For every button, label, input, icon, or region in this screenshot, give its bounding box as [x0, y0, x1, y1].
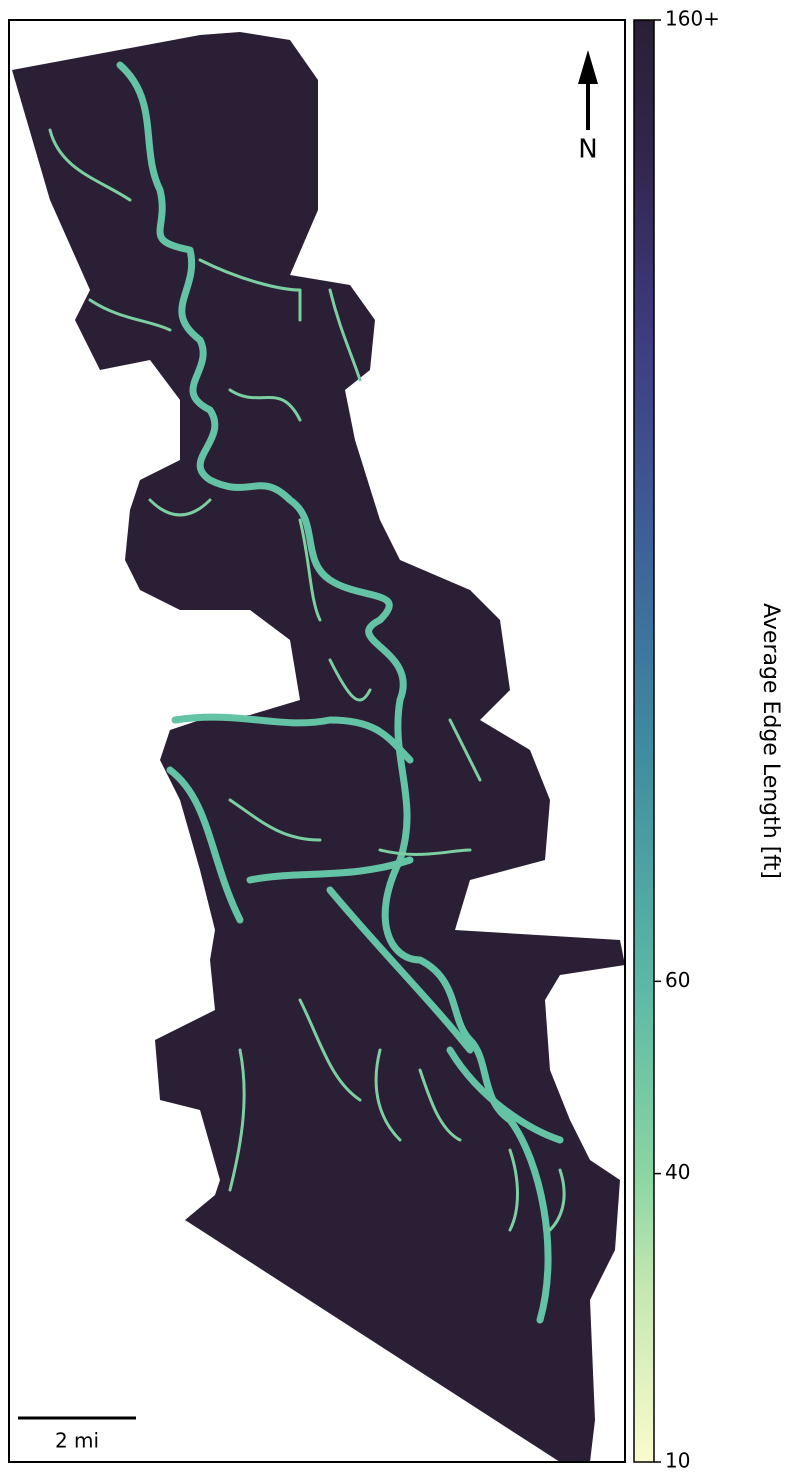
colorbar-label: Average Edge Length [ft]	[758, 603, 783, 879]
scale-label: 2 mi	[55, 1429, 99, 1453]
colorbar-tick-label: 10	[665, 1449, 690, 1473]
study-area	[12, 32, 625, 1462]
colorbar-tick-label: 60	[665, 968, 690, 992]
colorbar-tick-label: 40	[665, 1160, 690, 1184]
north-label: N	[578, 135, 597, 165]
colorbar-gradient	[634, 20, 654, 1462]
scale-bar: 2 mi	[18, 1418, 136, 1453]
figure: N 2 mi Average Edge Length [ft] 10 40 60 16…	[0, 0, 789, 1473]
colorbar: Average Edge Length [ft]	[634, 20, 783, 1462]
arrow-head	[578, 50, 598, 84]
colorbar-tick-label: 160+	[665, 7, 720, 31]
map	[12, 32, 625, 1462]
north-arrow: N	[578, 50, 598, 165]
